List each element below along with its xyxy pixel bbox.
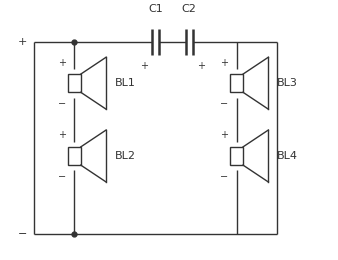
Text: C1: C1 bbox=[148, 4, 163, 14]
Text: +: + bbox=[220, 58, 228, 68]
Text: −: − bbox=[220, 99, 228, 109]
Text: +: + bbox=[140, 61, 148, 71]
Text: BL4: BL4 bbox=[277, 151, 298, 161]
Text: +: + bbox=[197, 61, 205, 71]
Text: −: − bbox=[58, 99, 66, 109]
Text: BL1: BL1 bbox=[115, 78, 136, 88]
Text: +: + bbox=[58, 58, 66, 68]
Text: BL2: BL2 bbox=[115, 151, 136, 161]
Text: +: + bbox=[58, 131, 66, 140]
Bar bbox=[68, 74, 81, 92]
Text: +: + bbox=[220, 131, 228, 140]
Bar bbox=[230, 147, 243, 165]
Bar bbox=[68, 147, 81, 165]
Text: −: − bbox=[58, 172, 66, 181]
Text: +: + bbox=[18, 37, 27, 47]
Text: −: − bbox=[220, 172, 228, 181]
Text: C2: C2 bbox=[182, 4, 197, 14]
Text: −: − bbox=[18, 229, 27, 239]
Text: BL3: BL3 bbox=[277, 78, 298, 88]
Bar bbox=[230, 74, 243, 92]
